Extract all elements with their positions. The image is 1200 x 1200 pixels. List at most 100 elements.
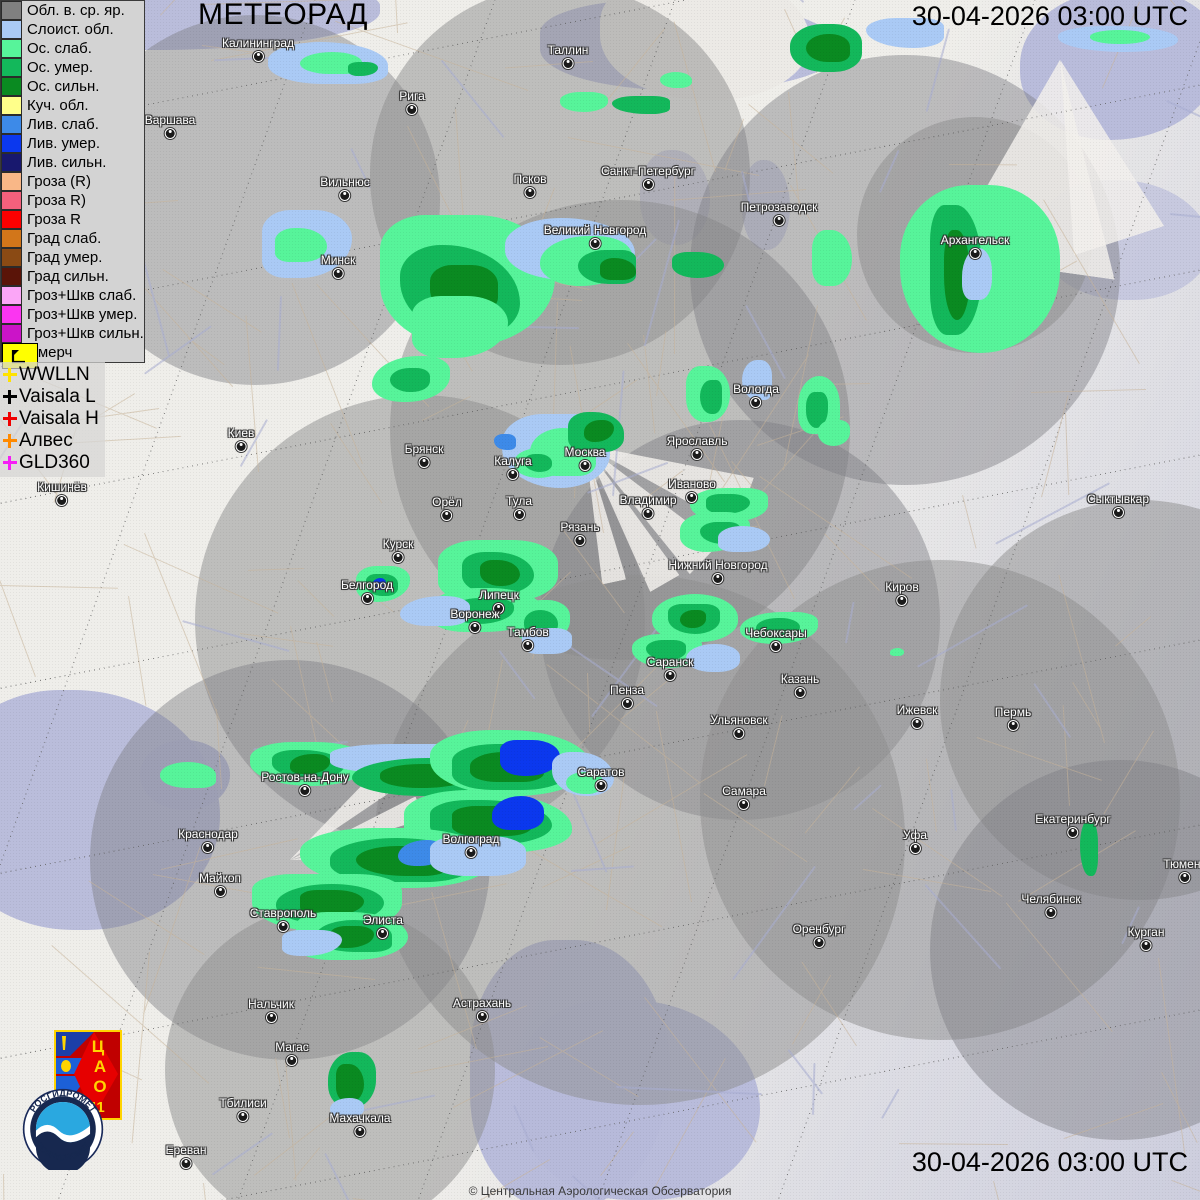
legend-swatch	[1, 153, 22, 172]
legend-swatch	[1, 267, 22, 286]
legend-row[interactable]: Гроза (R)	[1, 172, 144, 191]
legend-row[interactable]: Обл. в. ср. яр.	[1, 1, 144, 20]
precipitation-echo	[806, 34, 850, 62]
legend-row[interactable]: Гроза R	[1, 210, 144, 229]
precipitation-echo	[660, 72, 692, 88]
legend-swatch	[1, 172, 22, 191]
page-title: МЕТЕОРАД	[198, 0, 368, 31]
legend-row[interactable]: Град сильн.	[1, 267, 144, 286]
legend-label: Ос. умер.	[27, 59, 93, 76]
lightning-source-label: Vaisala H	[19, 408, 99, 429]
precipitation-echo	[400, 596, 470, 626]
precipitation-echo	[672, 252, 724, 278]
precipitation-echo	[560, 92, 608, 112]
legend-swatch	[1, 1, 22, 20]
precipitation-echo	[742, 360, 772, 400]
legend-swatch	[1, 115, 22, 134]
precipitation-echo	[300, 890, 364, 916]
svg-text:Ц: Ц	[92, 1037, 105, 1056]
legend-row[interactable]: Лив. сильн.	[1, 153, 144, 172]
precipitation-echo	[480, 560, 520, 586]
precipitation-echo	[500, 740, 560, 776]
lightning-source-row[interactable]: Алвес	[2, 430, 99, 452]
legend-row[interactable]: Куч. обл.	[1, 96, 144, 115]
legend-row[interactable]: Лив. умер.	[1, 134, 144, 153]
legend-label: Обл. в. ср. яр.	[27, 2, 125, 19]
legend-row[interactable]: Град слаб.	[1, 229, 144, 248]
precipitation-echo	[706, 494, 750, 514]
lightning-cross-icon	[2, 411, 18, 427]
timestamp-top: 30-04-2026 03:00 UTC	[911, 1, 1188, 31]
legend-label: Град сильн.	[27, 268, 109, 285]
legend-label: Град умер.	[27, 249, 103, 266]
lightning-source-legend[interactable]: WWLLN Vaisala L Vaisala H Алвес GLD360	[0, 362, 105, 477]
legend-swatch	[1, 324, 22, 343]
legend-swatch	[1, 58, 22, 77]
precipitation-echo	[390, 368, 430, 392]
precipitation-echo	[806, 392, 828, 428]
legend-swatch	[1, 134, 22, 153]
lightning-source-row[interactable]: Vaisala L	[2, 386, 99, 408]
legend-row[interactable]: Ос. слаб.	[1, 39, 144, 58]
legend-label: Гроза R)	[27, 192, 87, 209]
legend-swatch	[1, 305, 22, 324]
precipitation-echo	[430, 836, 526, 876]
timestamp-bottom: 30-04-2026 03:00 UTC	[911, 1147, 1188, 1177]
precipitation-echo	[372, 578, 386, 590]
copyright-notice: © Центральная Аэрологическая Обсерватори…	[468, 1184, 732, 1198]
lightning-source-row[interactable]: WWLLN	[2, 364, 99, 386]
legend-row[interactable]: Гроз+Шкв умер.	[1, 305, 144, 324]
precipitation-echo	[330, 1098, 364, 1118]
lightning-cross-icon	[2, 455, 18, 471]
legend-label: Куч. обл.	[27, 97, 89, 114]
legend-swatch	[1, 210, 22, 229]
lightning-source-label: GLD360	[19, 452, 90, 473]
lightning-cross-icon	[2, 433, 18, 449]
lightning-cross-icon	[2, 389, 18, 405]
svg-text:А: А	[94, 1057, 106, 1076]
legend-row[interactable]: Гроз+Шкв сильн.	[1, 324, 144, 343]
legend-label: Лив. слаб.	[27, 116, 99, 133]
precipitation-echo	[680, 610, 706, 628]
precipitation-legend[interactable]: Обл. в. ср. яр. Слоист. обл. Ос. слаб. Ос. …	[0, 0, 145, 363]
precipitation-echo	[566, 772, 602, 794]
legend-row[interactable]: Ос. сильн.	[1, 77, 144, 96]
legend-label: Слоист. обл.	[27, 21, 114, 38]
precipitation-echo	[1080, 820, 1098, 876]
roshydromet-logo: РОСГИДРОМЕТ ROSHYDROMET	[22, 1088, 104, 1170]
precipitation-echo	[1090, 30, 1150, 44]
legend-swatch	[1, 229, 22, 248]
precipitation-echo	[612, 96, 670, 114]
precipitation-echo	[584, 420, 614, 442]
precipitation-echo	[890, 648, 904, 656]
legend-row[interactable]: Ос. умер.	[1, 58, 144, 77]
precipitation-echo	[646, 640, 686, 660]
legend-row[interactable]: Гроза R)	[1, 191, 144, 210]
legend-swatch	[1, 96, 22, 115]
precipitation-echo	[336, 1064, 364, 1102]
legend-swatch	[1, 39, 22, 58]
lightning-source-label: Алвес	[19, 430, 73, 451]
legend-label: Ос. сильн.	[27, 78, 100, 95]
legend-label: Гроз+Шкв умер.	[27, 306, 138, 323]
legend-row[interactable]: Град умер.	[1, 248, 144, 267]
precipitation-echo	[160, 762, 216, 788]
lightning-source-row[interactable]: GLD360	[2, 452, 99, 474]
legend-row[interactable]: Слоист. обл.	[1, 20, 144, 39]
precipitation-echo	[524, 454, 552, 472]
legend-swatch	[1, 77, 22, 96]
legend-swatch	[1, 20, 22, 39]
legend-row[interactable]: Лив. слаб.	[1, 115, 144, 134]
legend-swatch	[1, 286, 22, 305]
legend-label: Град слаб.	[27, 230, 102, 247]
legend-row[interactable]: Гроз+Шкв слаб.	[1, 286, 144, 305]
lightning-source-row[interactable]: Vaisala H	[2, 408, 99, 430]
organization-logos: Ц А О 1941 РОСГИДРОМЕТ ROSHYDROMET	[22, 1030, 152, 1170]
precipitation-echo	[492, 796, 544, 830]
lightning-source-label: Vaisala L	[19, 386, 96, 407]
lightning-cross-icon	[2, 367, 18, 383]
precipitation-echo	[700, 380, 722, 414]
